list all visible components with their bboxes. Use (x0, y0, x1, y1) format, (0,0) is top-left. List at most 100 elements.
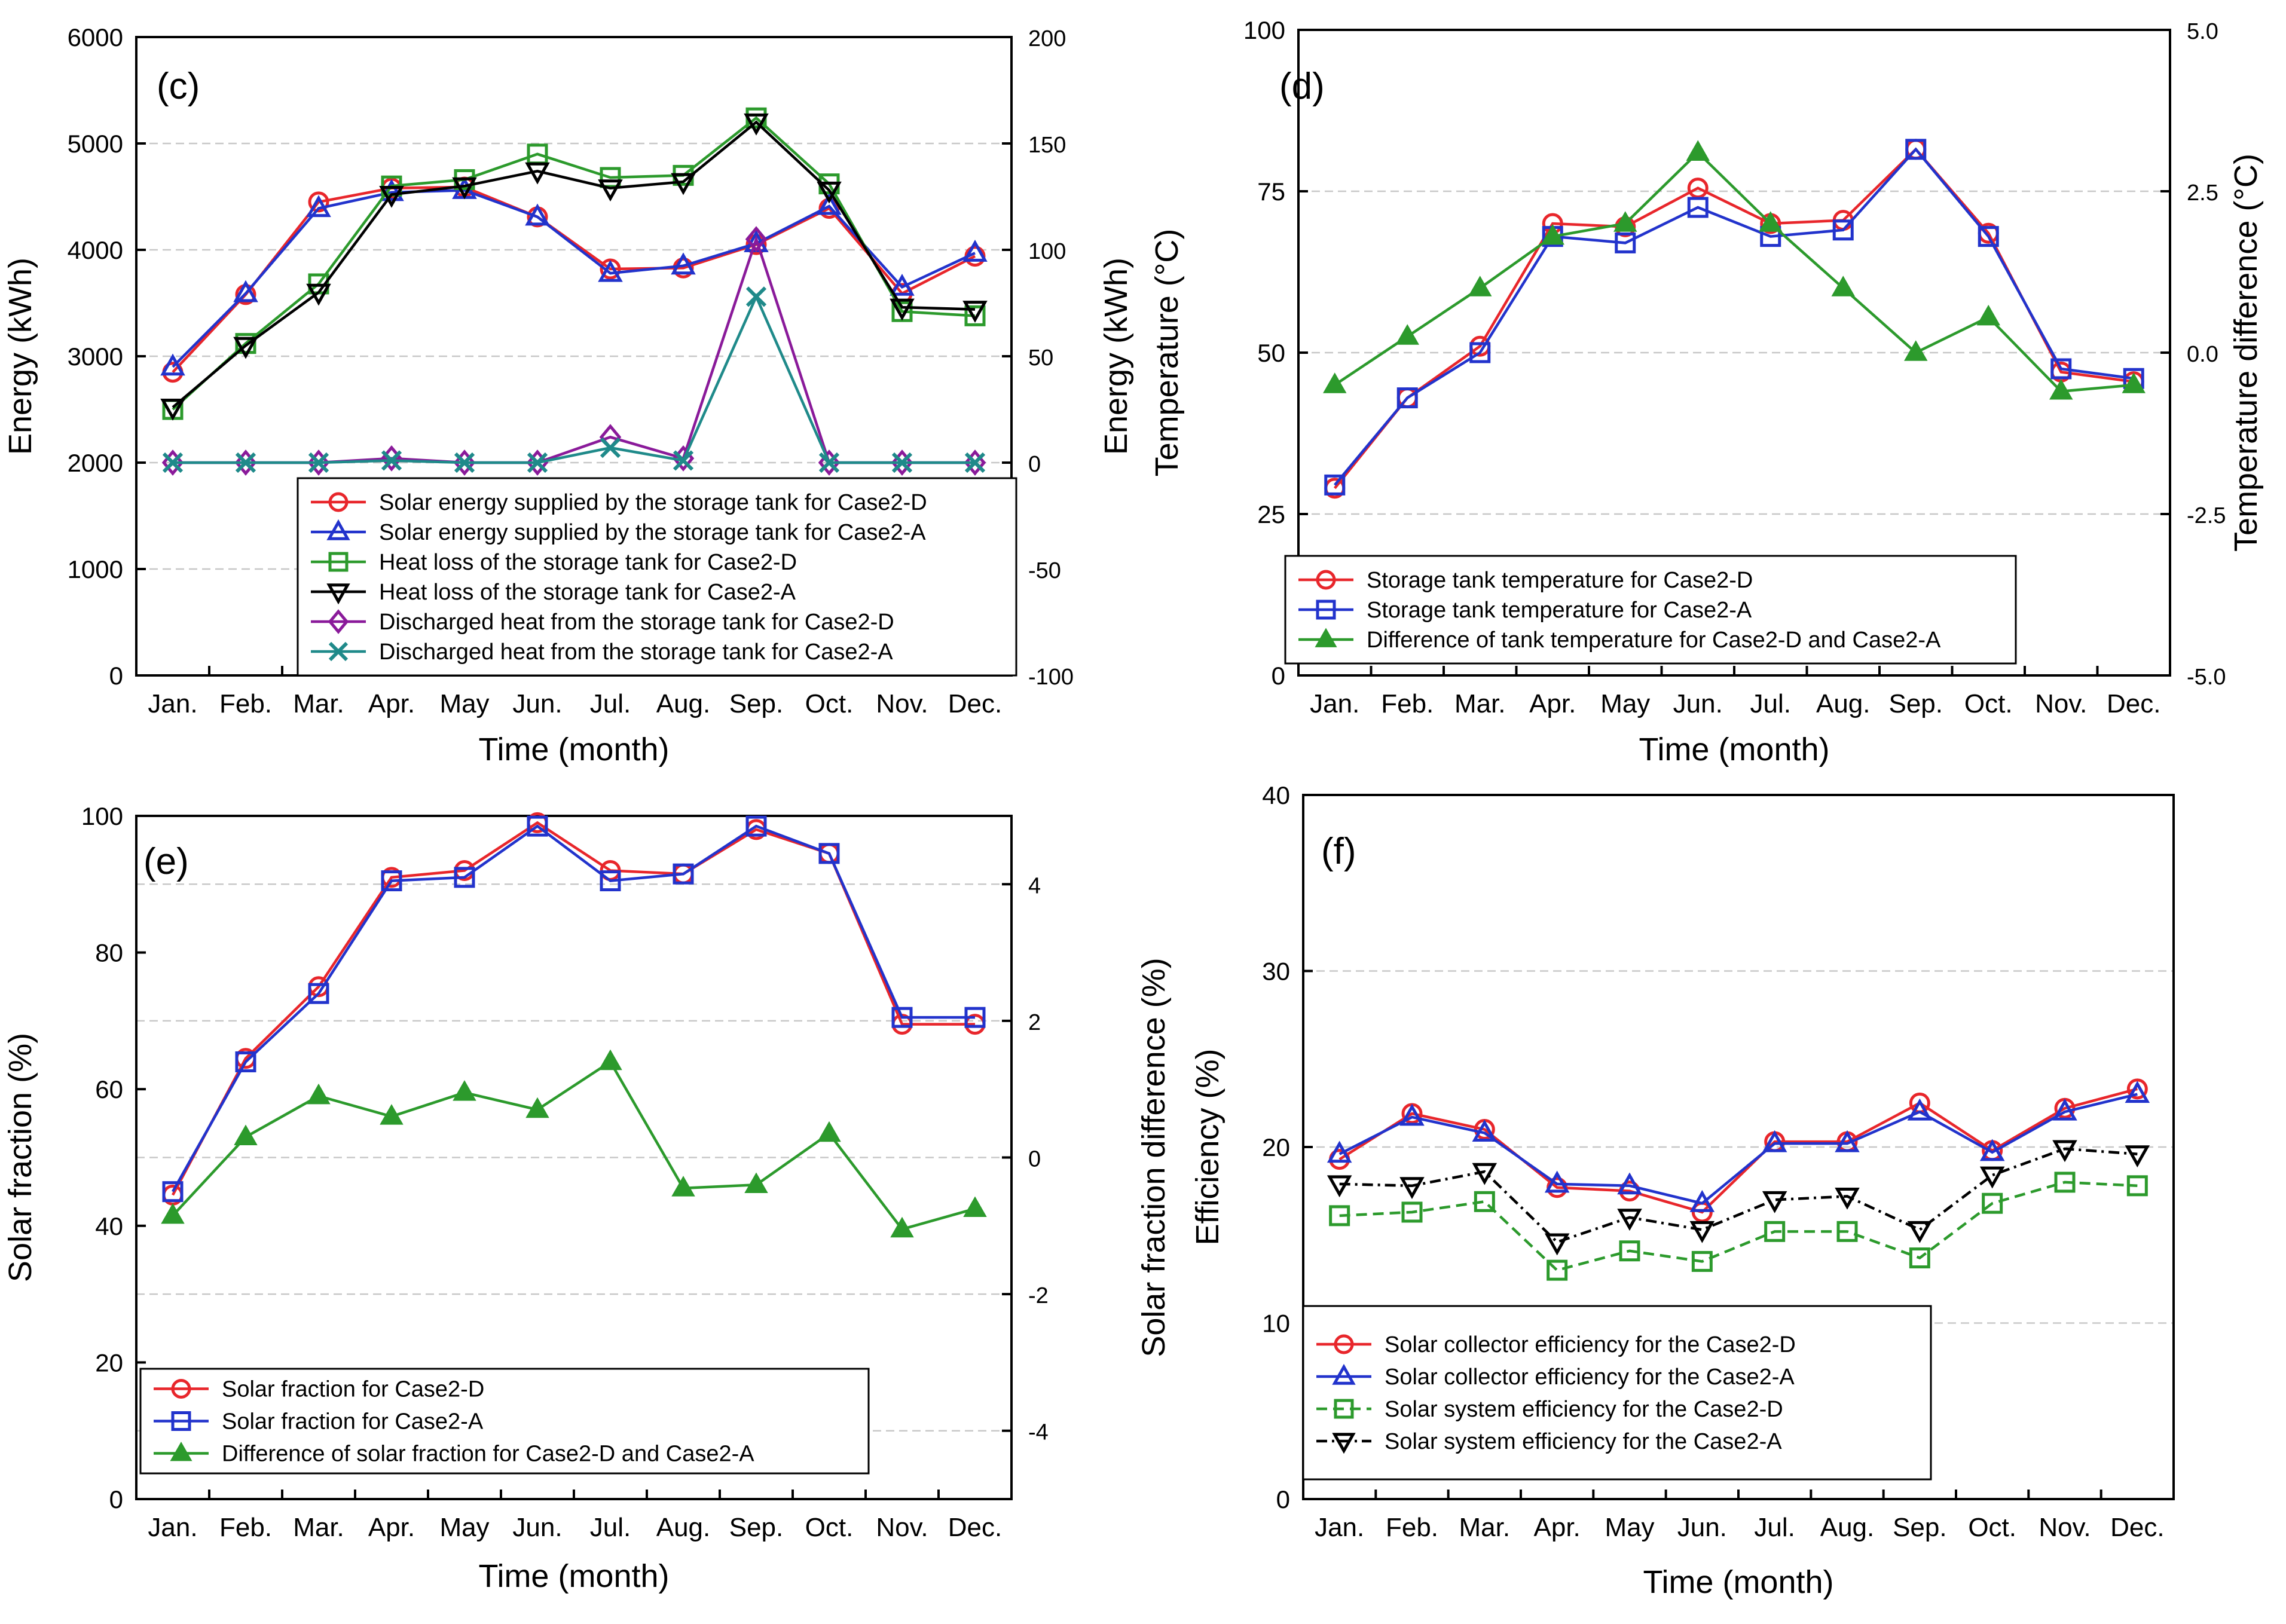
data-point (161, 1203, 185, 1224)
data-point (600, 870, 621, 892)
x-tick-label: Nov. (2039, 1513, 2091, 1542)
x-tick-label: Aug. (1816, 689, 1871, 718)
data-point (233, 337, 258, 359)
series-0 (162, 812, 986, 1206)
legend-marker (171, 1379, 191, 1399)
data-point (890, 273, 915, 296)
data-point (306, 195, 331, 218)
panel-label: (c) (157, 66, 200, 107)
data-point (598, 1049, 622, 1071)
y-tick-label: 20 (1262, 1133, 1290, 1161)
series-1 (160, 176, 988, 376)
data-point (673, 863, 694, 885)
data-point (1468, 276, 1492, 296)
data-point (308, 191, 329, 213)
y-tick-label: 40 (1262, 781, 1290, 809)
legend: Storage tank temperature for Case2-D Stor… (1284, 555, 2017, 665)
data-point (1399, 1177, 1425, 1200)
data-point (1907, 1098, 1933, 1121)
data-point (818, 452, 840, 473)
y2-tick-label: 0.0 (2187, 342, 2218, 367)
data-point (2052, 1140, 2077, 1163)
data-point (1619, 1240, 1640, 1262)
data-point (1329, 1205, 1350, 1227)
series-line (173, 235, 975, 464)
y-tick-label: 25 (1257, 500, 1285, 528)
series-2 (161, 1049, 987, 1238)
legend-entry: Difference of tank temperature for Case2… (1367, 628, 1941, 653)
y-tick-label: 0 (1276, 1485, 1290, 1513)
x-tick-label: Sep. (1888, 689, 1943, 718)
y-tick-label: 3000 (68, 342, 123, 371)
series-line (172, 821, 975, 1196)
data-point (1617, 1172, 1642, 1195)
data-point (1691, 1250, 1713, 1272)
x-tick-label: Oct. (1968, 1513, 2016, 1542)
data-point (162, 1181, 184, 1203)
data-point (235, 452, 256, 473)
panel-label: (e) (143, 841, 189, 882)
chart-panel-1: 0 25 50 75 100 -5.0 -2.5 0.0 2.5 5.0 Jan. Feb. Mar. A… (1149, 16, 2264, 767)
data-point (671, 1176, 695, 1197)
x-tick-label: May (439, 1513, 489, 1542)
data-point (817, 1121, 841, 1142)
y-tick-label: 75 (1257, 178, 1285, 206)
data-point (308, 452, 329, 473)
legend-marker (326, 519, 350, 540)
x-tick-label: Nov. (2035, 689, 2087, 718)
data-point (890, 1216, 914, 1238)
data-point (233, 280, 258, 302)
legend-entry: Solar fraction for Case2-A (222, 1409, 484, 1435)
series-2 (1323, 140, 2146, 400)
x-tick-label: Apr. (1529, 689, 1576, 718)
x-tick-label: Oct. (1964, 689, 2013, 718)
series-line (1334, 147, 2134, 486)
legend-entry: Solar collector efficiency for the Case2… (1385, 1365, 1795, 1390)
y-axis-title: Solar fraction (%) (2, 1033, 38, 1282)
legend-marker (171, 1411, 191, 1431)
y2-tick-label: 5.0 (2187, 19, 2218, 44)
x-tick-label: Dec. (2110, 1513, 2164, 1542)
y-tick-label: 0 (109, 1485, 123, 1513)
legend-entry: Discharged heat from the storage tank fo… (379, 640, 893, 665)
x-tick-label: Jan. (1310, 689, 1359, 718)
y2-tick-label: -100 (1028, 665, 1074, 690)
x-tick-label: Jul. (1754, 1513, 1795, 1542)
legend-entry: Solar energy supplied by the storage tan… (379, 520, 926, 545)
series-line (1334, 151, 2134, 393)
legend: Solar energy supplied by the storage tan… (297, 477, 1017, 677)
x-tick-label: Jun. (512, 1513, 562, 1542)
data-point (600, 167, 621, 188)
x-tick-label: Jul. (590, 1513, 631, 1542)
legend-entry: Solar collector efficiency for the Case2… (1385, 1332, 1796, 1357)
series-2 (1329, 1172, 2148, 1281)
data-point (891, 1007, 913, 1028)
y-tick-label: 30 (1262, 958, 1290, 986)
y2-tick-label: 200 (1028, 26, 1066, 51)
y-axis-title: Energy (kWh) (2, 258, 38, 455)
data-point (598, 179, 623, 202)
y2-tick-label: 2 (1028, 1010, 1041, 1035)
data-point (1835, 1187, 1860, 1210)
y-tick-label: 50 (1257, 339, 1285, 367)
data-point (1759, 211, 1783, 232)
data-point (381, 870, 402, 892)
data-point (1836, 1221, 1858, 1242)
legend-marker (1315, 628, 1337, 647)
y-axis-title: Efficiency (%) (1190, 1048, 1225, 1245)
data-point (1762, 1130, 1787, 1152)
data-point (1399, 1103, 1425, 1126)
series-2 (162, 107, 986, 420)
series-line (172, 1060, 976, 1231)
data-point (235, 333, 256, 354)
y-tick-label: 4000 (68, 236, 123, 264)
x-tick-label: Nov. (876, 1513, 928, 1542)
y2-tick-label: 2.5 (2187, 181, 2218, 206)
y2-tick-label: -2 (1028, 1283, 1049, 1308)
data-point (745, 226, 768, 253)
y-tick-label: 80 (95, 939, 123, 967)
data-point (2052, 1098, 2077, 1121)
y2-axis-title: Temperature difference (°C) (2228, 154, 2264, 552)
x-tick-label: Feb. (1381, 689, 1434, 718)
